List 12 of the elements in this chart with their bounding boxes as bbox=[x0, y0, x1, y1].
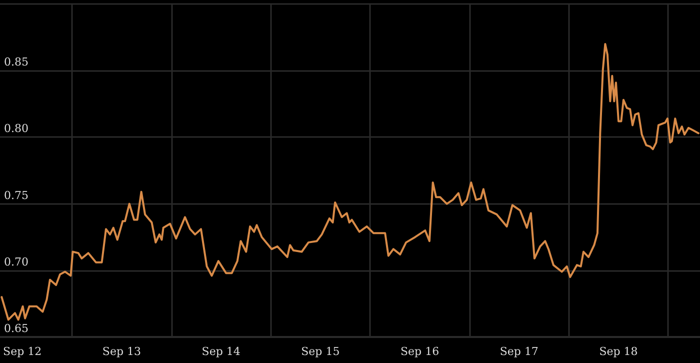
x-tick-label: Sep 12 bbox=[3, 345, 42, 358]
y-tick-label: 0.70 bbox=[4, 255, 28, 268]
x-tick-label: Sep 18 bbox=[599, 345, 638, 358]
x-tick-label: Sep 13 bbox=[102, 345, 142, 358]
x-tick-label: Sep 17 bbox=[500, 345, 538, 358]
y-tick-label: 0.85 bbox=[4, 56, 28, 69]
y-tick-label: 0.80 bbox=[4, 122, 28, 136]
x-tick-label: Sep 16 bbox=[400, 345, 440, 358]
x-tick-label: Sep 15 bbox=[301, 345, 340, 358]
y-tick-label: 0.75 bbox=[4, 188, 28, 202]
y-tick-label: 0.65 bbox=[4, 322, 28, 335]
x-tick-label: Sep 14 bbox=[202, 345, 240, 358]
